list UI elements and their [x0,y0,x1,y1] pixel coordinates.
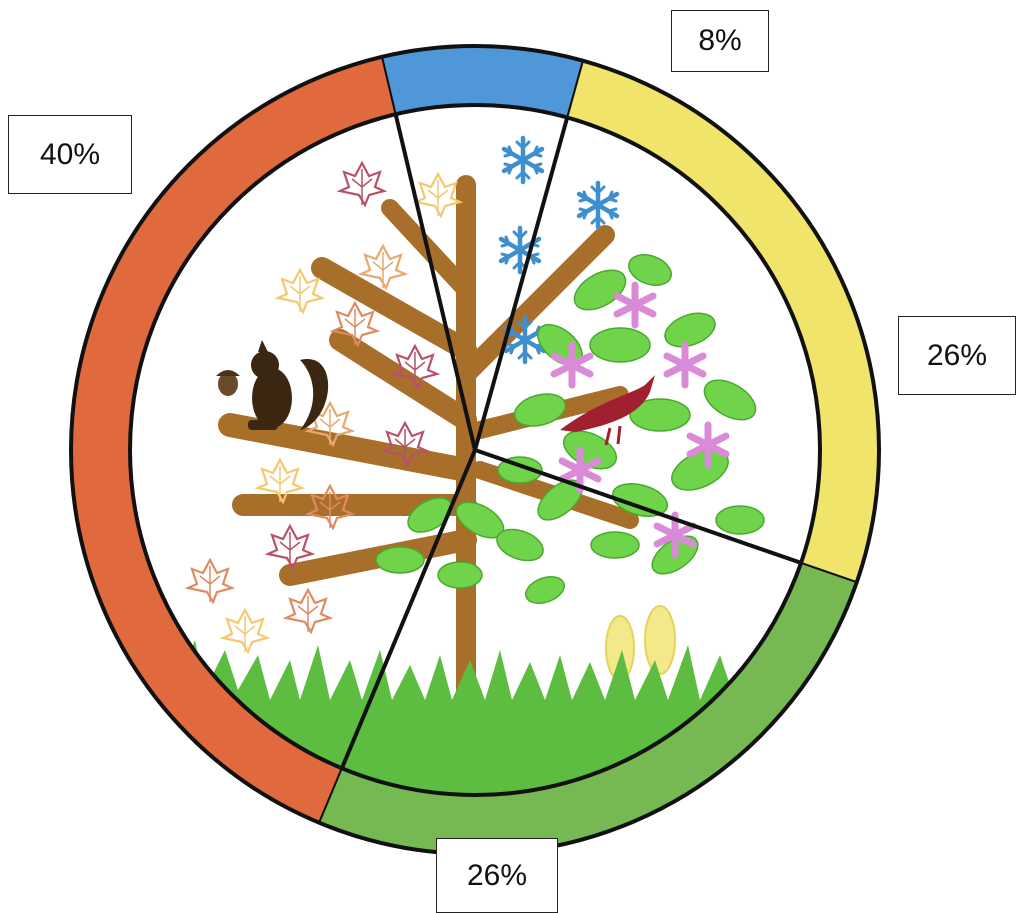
bird-icon [560,375,655,446]
spring-foliage [375,254,765,604]
seasons-illustration [130,105,820,795]
slice-divider [380,105,477,451]
slice-label-winter: 8% [671,10,769,72]
slice-divider [474,448,820,585]
squirrel-icon [248,340,329,430]
slice-label-autumn: 40% [8,115,132,194]
slice-divider [317,449,477,795]
slice-divider [473,105,585,451]
slice-label-spring: 26% [898,316,1016,395]
flip-flops-icon [605,605,676,681]
acorn-icon [216,370,240,396]
slice-label-summer: 26% [436,838,558,913]
